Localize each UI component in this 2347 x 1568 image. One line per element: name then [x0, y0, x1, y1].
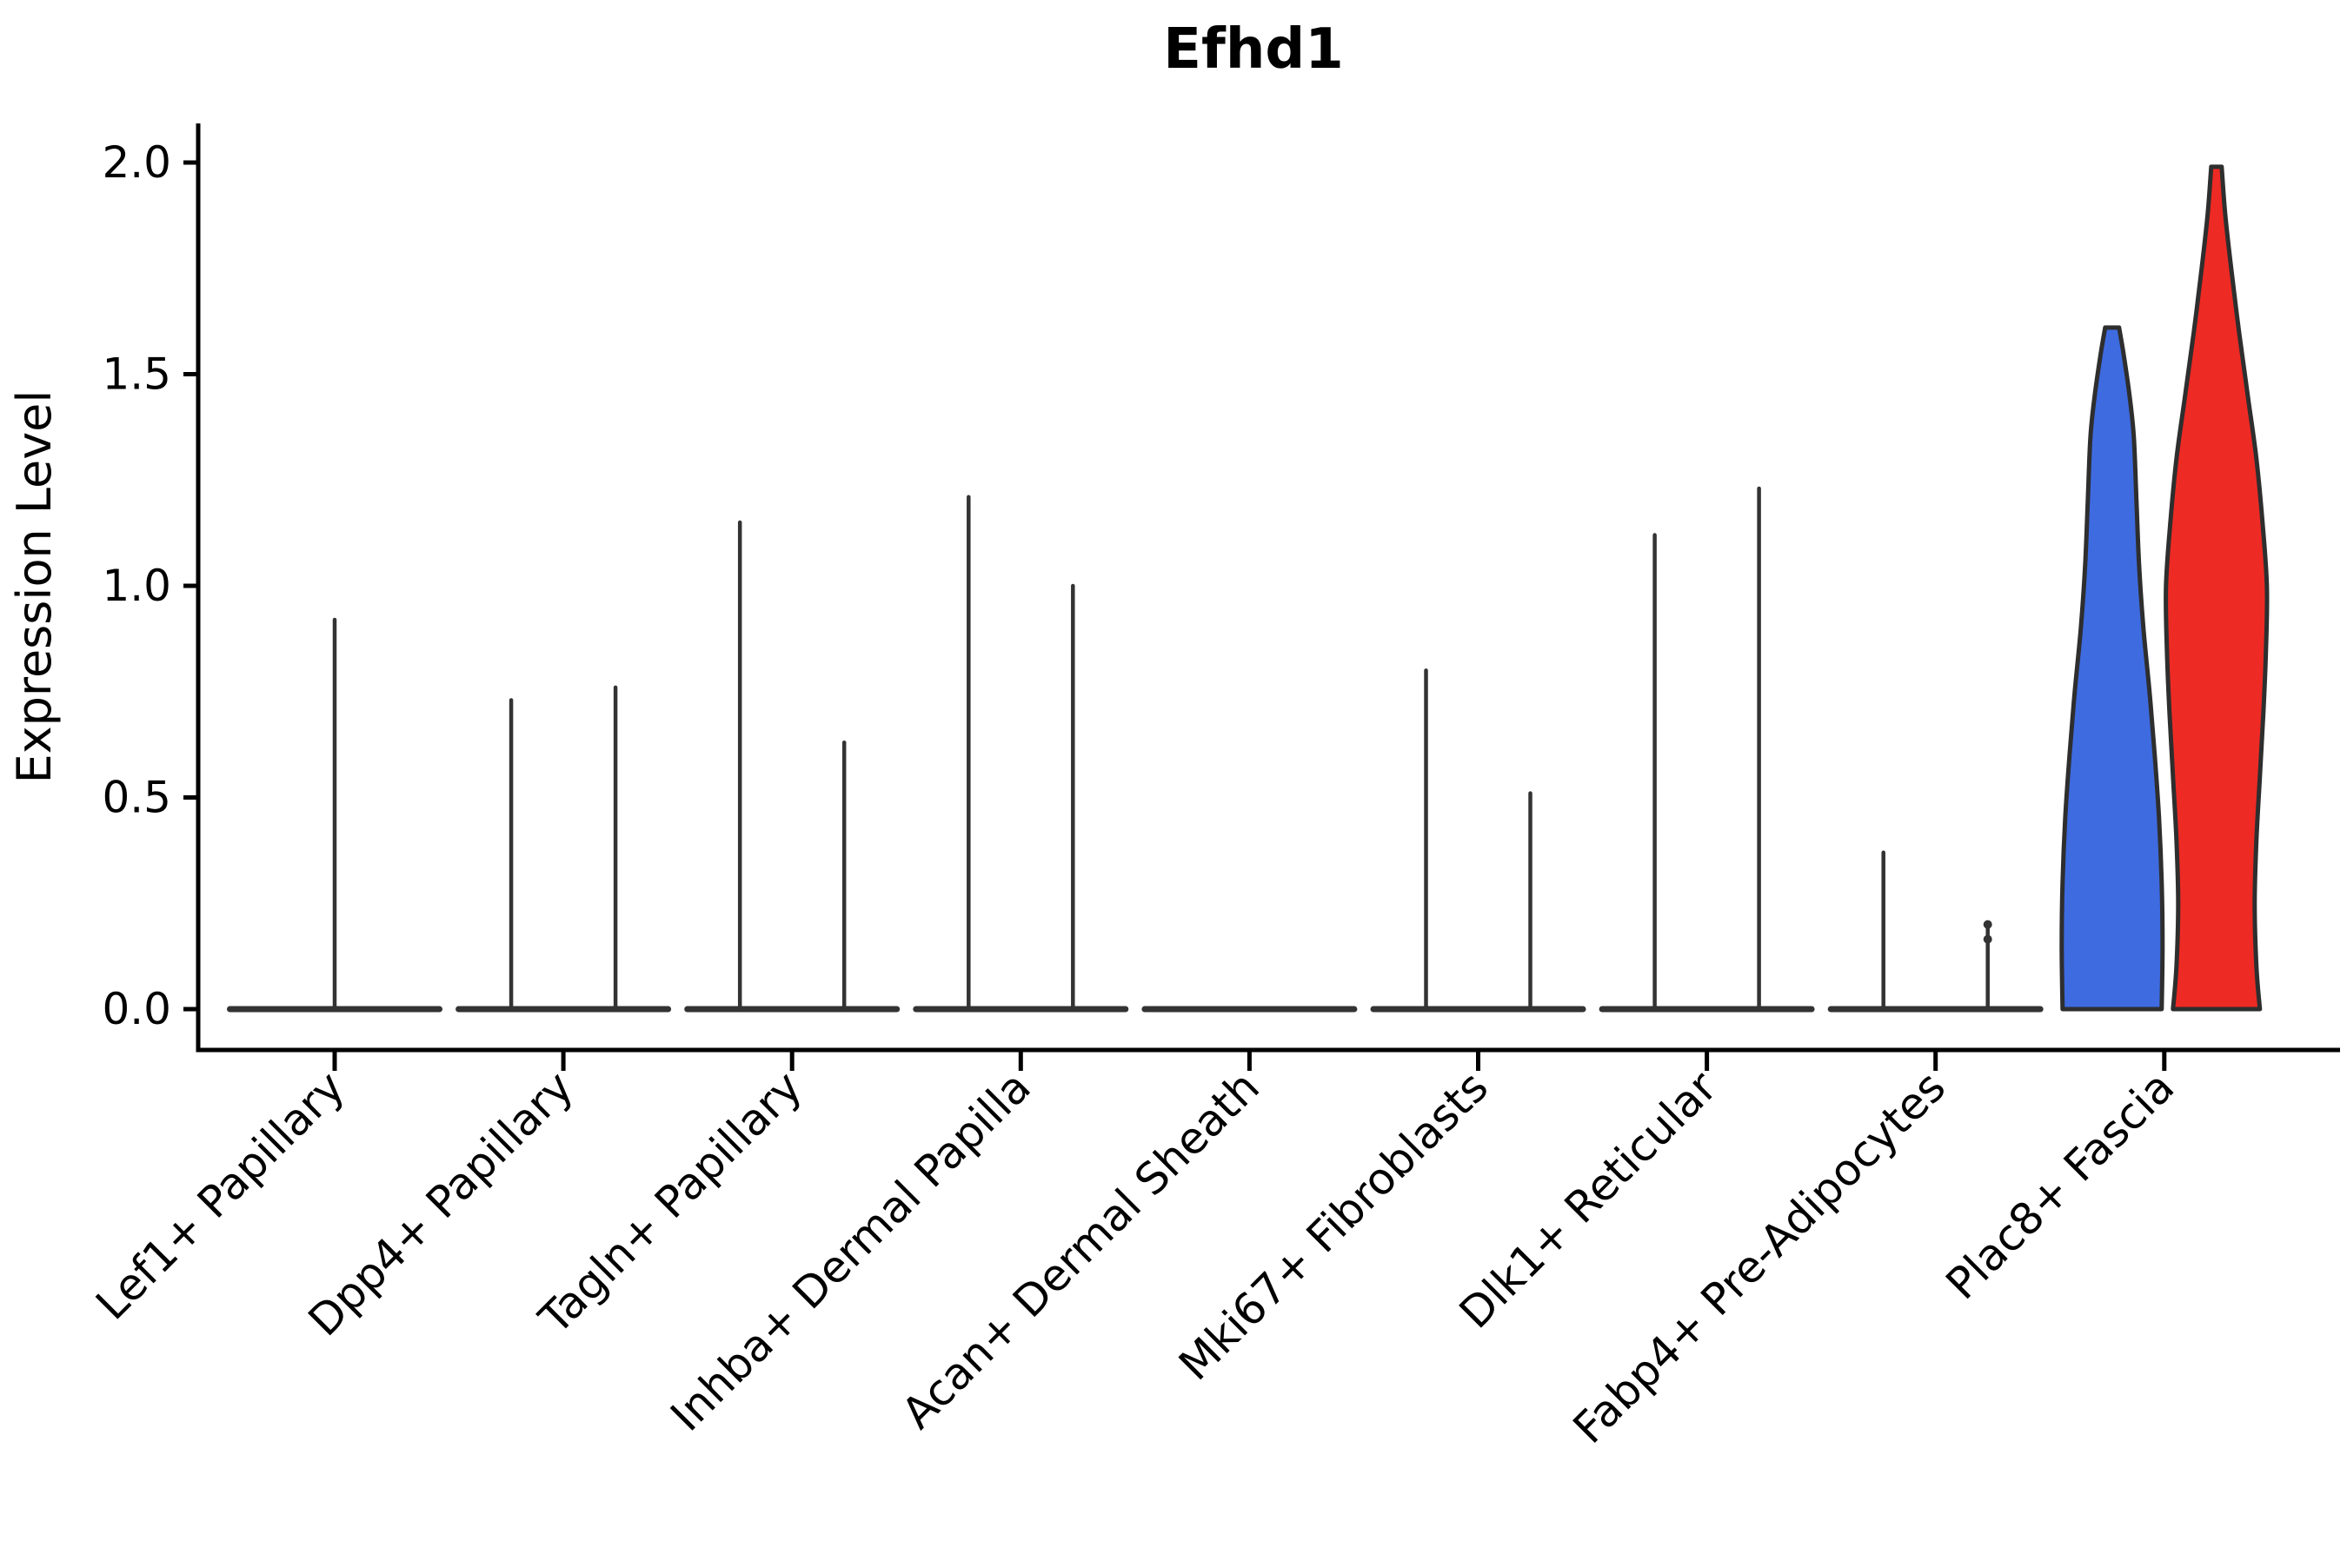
y-tick-label: 2.0 — [102, 137, 171, 188]
y-tick-label: 0.5 — [102, 773, 171, 823]
y-tick-label: 1.5 — [102, 349, 171, 400]
expression-dot — [1983, 934, 1992, 944]
x-tick-label: Fabp4+ Pre-Adipocytes — [1564, 1061, 1956, 1453]
y-tick-label: 1.0 — [102, 561, 171, 611]
x-tick-label: Lef1+ Papillary — [86, 1061, 354, 1329]
chart-title: Efhd1 — [1163, 17, 1343, 82]
violin-body-group1 — [2059, 325, 2165, 1012]
y-axis-label: Expression Level — [7, 390, 62, 784]
violin-body-group2 — [2164, 164, 2270, 1012]
y-tick-label: 0.0 — [102, 984, 171, 1034]
plot-area — [227, 164, 2270, 1013]
x-tick-label: Plac8+ Fascia — [1937, 1061, 2184, 1309]
expression-dot — [1983, 920, 1992, 929]
